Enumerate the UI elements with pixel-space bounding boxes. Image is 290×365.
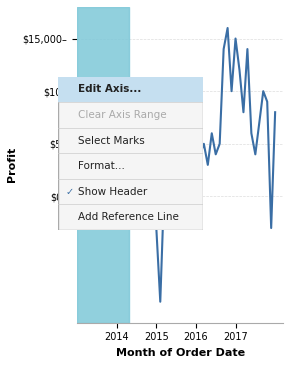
Bar bbox=[77, 7, 128, 323]
FancyBboxPatch shape bbox=[58, 77, 203, 102]
Text: Edit Axis...: Edit Axis... bbox=[78, 84, 142, 95]
Text: ✓: ✓ bbox=[65, 187, 73, 197]
Text: Select Marks: Select Marks bbox=[78, 135, 145, 146]
Text: Show Header: Show Header bbox=[78, 187, 148, 197]
Text: Format...: Format... bbox=[78, 161, 125, 171]
FancyBboxPatch shape bbox=[58, 77, 203, 230]
X-axis label: Month of Order Date: Month of Order Date bbox=[115, 348, 245, 358]
Y-axis label: Profit: Profit bbox=[7, 147, 17, 182]
Text: Add Reference Line: Add Reference Line bbox=[78, 212, 179, 222]
Text: Clear Axis Range: Clear Axis Range bbox=[78, 110, 167, 120]
